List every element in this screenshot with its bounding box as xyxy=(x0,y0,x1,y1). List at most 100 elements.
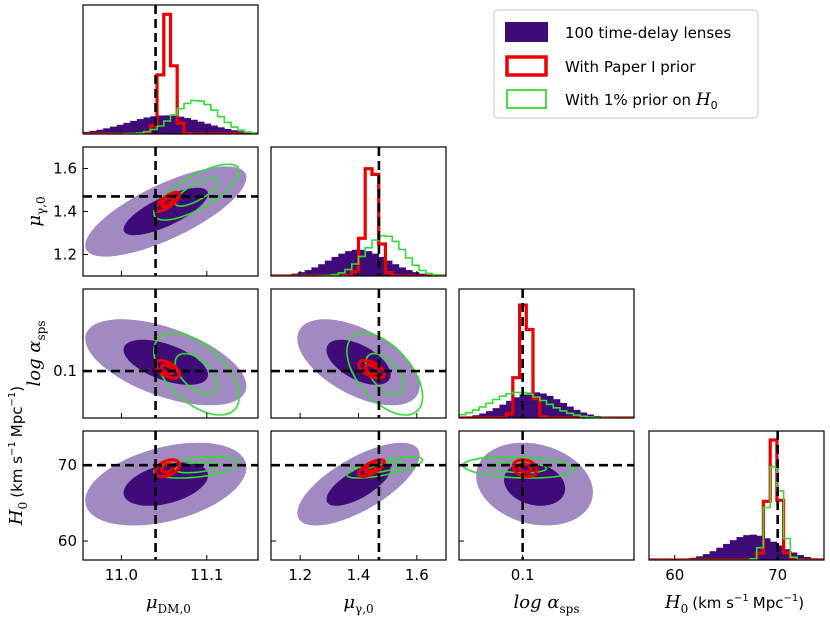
hist-bar-mu_g-12 xyxy=(351,249,359,276)
contour-paper1-outer-H0-vs-log_asps xyxy=(511,458,539,479)
hist-bar-H0-7 xyxy=(696,556,704,560)
hist-bar-mu_dm-7 xyxy=(130,120,138,134)
histogram-mu_dm-lenses xyxy=(83,115,258,134)
legend-swatch-h0prior xyxy=(506,89,547,109)
panel-log_asps-vs-mu_dm xyxy=(82,288,259,419)
ytick-label-mu_g-1: 1.4 xyxy=(53,203,77,221)
contour-h0prior-outer-log_asps-vs-mu_dm xyxy=(153,332,241,416)
frame-H0 xyxy=(648,430,825,561)
frame-log_asps-vs-mu_dm xyxy=(82,288,259,419)
ytick-label-mu_g-0: 1.2 xyxy=(53,246,77,264)
hist-bar-log_asps-19 xyxy=(586,414,594,418)
hist-bar-mu_g-5 xyxy=(304,270,312,276)
hist-bar-mu_dm-22 xyxy=(231,130,239,134)
xlabel-h0: H0 (km s−1 Mpc−1) xyxy=(664,592,804,616)
contour-h0prior-inner-log_asps-vs-mu_dm xyxy=(174,352,219,396)
panels-layer xyxy=(82,4,825,561)
contour-h0prior-outer-H0-vs-mu_dm xyxy=(153,455,241,479)
hist-bar-log_asps-8 xyxy=(512,397,520,418)
histogram-H0-lenses xyxy=(669,534,824,560)
xtick-label-H0-0: 60 xyxy=(665,566,684,584)
hist-bar-mu_dm-14 xyxy=(177,116,185,134)
hist-bar-mu_g-13 xyxy=(358,249,366,276)
hist-bar-mu_g-16 xyxy=(378,256,386,276)
hist-bar-H0-17 xyxy=(763,538,771,560)
histogram-H0-h0prior xyxy=(649,466,824,560)
hist-bar-mu_dm-17 xyxy=(197,121,205,134)
hist-bar-H0-12 xyxy=(729,540,737,560)
histogram-mu_dm-paper1 xyxy=(83,12,258,134)
ytick-label-H0-0: 60 xyxy=(58,532,77,550)
hist-bar-mu_g-10 xyxy=(338,253,346,276)
xtick-label-mu_dm-0: 11.0 xyxy=(105,566,138,584)
xtick-label-mu_g-2: 1.6 xyxy=(405,566,429,584)
frame-log_asps xyxy=(458,288,635,419)
legend-frame xyxy=(493,9,759,119)
hist-bar-mu_g-19 xyxy=(398,267,406,276)
hist-bar-mu_g-14 xyxy=(365,251,373,276)
hist-bar-log_asps-17 xyxy=(573,409,581,418)
legend-swatch-paper1 xyxy=(505,55,548,77)
hist-bar-mu_g-8 xyxy=(324,260,332,276)
legend: 100 time-delay lenses With Paper I prior… xyxy=(493,9,759,119)
xlabel-log-alpha: log αsps xyxy=(514,592,580,616)
labels-layer: 11.0 11.1 1.2 1.4 1.6 0.1 60 70 1.2 1.4 1.6 0.1 60 70… xyxy=(6,160,804,617)
diag-panel-mu_dm xyxy=(82,4,259,135)
hist-bar-H0-20 xyxy=(783,549,791,560)
hist-bar-H0-21 xyxy=(790,552,798,560)
contour-paper1-inner-H0-vs-log_asps xyxy=(517,462,533,474)
ytick-label-H0-1: 70 xyxy=(58,456,77,474)
hist-bar-mu_g-4 xyxy=(297,272,305,276)
contour-h0prior-inner-log_asps-vs-mu_g xyxy=(364,352,405,396)
hist-bar-H0-10 xyxy=(716,547,724,560)
legend-label-h0prior: With 1% prior on H0 xyxy=(565,90,718,112)
panel-log_asps-vs-mu_g xyxy=(270,288,447,419)
hist-bar-log_asps-13 xyxy=(546,395,554,418)
hist-bar-log_asps-14 xyxy=(553,399,561,418)
ylabel-h0: H0(km s−1Mpc−1) xyxy=(6,386,30,526)
histogram-log_asps-paper1 xyxy=(459,303,634,418)
hist-bar-H0-9 xyxy=(709,551,717,560)
hist-bar-log_asps-10 xyxy=(526,392,534,418)
hist-bar-mu_g-11 xyxy=(345,251,353,276)
hist-bar-mu_dm-16 xyxy=(190,119,198,134)
hist-bar-log_asps-18 xyxy=(580,412,588,418)
hist-bar-mu_dm-15 xyxy=(183,118,191,134)
hist-bar-mu_dm-13 xyxy=(170,115,178,134)
hist-bar-log_asps-11 xyxy=(533,392,541,418)
contour-inner-mu_g-vs-mu_dm xyxy=(123,187,209,236)
hist-bar-mu_dm-11 xyxy=(157,115,165,134)
panel-H0-vs-mu_dm xyxy=(82,430,259,561)
hist-bar-H0-15 xyxy=(749,534,757,560)
contour-paper1-inner-log_asps-vs-mu_dm xyxy=(159,363,176,376)
hist-bar-log_asps-6 xyxy=(499,404,507,418)
hist-bar-mu_dm-5 xyxy=(116,124,124,134)
contour-h0prior-outer-H0-vs-mu_g xyxy=(345,455,424,479)
diag-panel-mu_g xyxy=(270,146,447,277)
hist-bar-H0-14 xyxy=(743,535,751,560)
hist-bar-mu_dm-21 xyxy=(224,128,232,134)
hist-bar-mu_g-17 xyxy=(385,260,393,276)
ylabel-log-alpha: log αsps xyxy=(24,321,48,387)
frame-H0-vs-log_asps xyxy=(458,430,635,561)
xtick-label-mu_g-1: 1.4 xyxy=(347,566,371,584)
hist-bar-mu_g-15 xyxy=(371,253,379,276)
legend-label-lenses: 100 time-delay lenses xyxy=(565,24,731,42)
hist-bar-mu_dm-18 xyxy=(204,123,212,134)
xtick-label-mu_dm-1: 11.1 xyxy=(190,566,223,584)
hist-bar-mu_dm-2 xyxy=(96,129,104,134)
frame-mu_dm xyxy=(82,4,259,135)
hist-bar-mu_g-20 xyxy=(405,270,413,276)
hist-bar-mu_g-6 xyxy=(311,267,319,276)
hist-bar-H0-18 xyxy=(770,541,778,560)
hist-bar-mu_dm-8 xyxy=(136,119,144,134)
hist-bar-log_asps-3 xyxy=(479,413,487,418)
legend-swatch-lenses xyxy=(505,22,548,42)
histogram-mu_g-paper1 xyxy=(271,167,446,276)
hist-bar-H0-11 xyxy=(723,543,731,560)
hist-bar-H0-8 xyxy=(702,554,710,560)
hist-bar-log_asps-4 xyxy=(485,411,493,418)
hist-bar-H0-19 xyxy=(776,545,784,560)
hist-bar-mu_dm-20 xyxy=(217,127,225,134)
